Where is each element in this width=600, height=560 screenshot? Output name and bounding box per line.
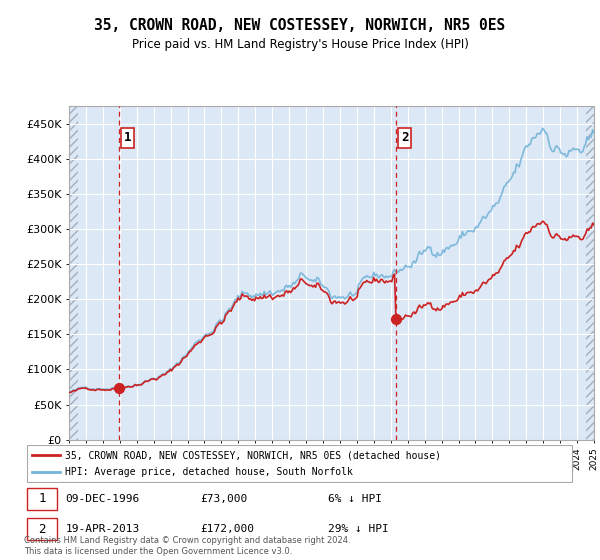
Text: 1: 1: [124, 132, 131, 144]
Text: 35, CROWN ROAD, NEW COSTESSEY, NORWICH, NR5 0ES: 35, CROWN ROAD, NEW COSTESSEY, NORWICH, …: [94, 18, 506, 32]
Text: 2: 2: [38, 522, 46, 535]
Text: 09-DEC-1996: 09-DEC-1996: [65, 494, 140, 504]
Point: [391, 315, 400, 324]
Text: HPI: Average price, detached house, South Norfolk: HPI: Average price, detached house, Sout…: [65, 467, 353, 477]
Text: Price paid vs. HM Land Registry's House Price Index (HPI): Price paid vs. HM Land Registry's House …: [131, 38, 469, 52]
Text: 35, CROWN ROAD, NEW COSTESSEY, NORWICH, NR5 0ES (detached house): 35, CROWN ROAD, NEW COSTESSEY, NORWICH, …: [65, 450, 442, 460]
Text: £73,000: £73,000: [200, 494, 248, 504]
Text: 19-APR-2013: 19-APR-2013: [65, 524, 140, 534]
Text: Contains HM Land Registry data © Crown copyright and database right 2024.
This d: Contains HM Land Registry data © Crown c…: [24, 536, 350, 556]
Text: 29% ↓ HPI: 29% ↓ HPI: [328, 524, 388, 534]
FancyBboxPatch shape: [27, 518, 57, 540]
FancyBboxPatch shape: [27, 488, 57, 510]
Text: £172,000: £172,000: [200, 524, 254, 534]
Bar: [69, 89, 79, 440]
Point: [114, 384, 124, 393]
Text: 2: 2: [401, 132, 408, 144]
Bar: [586, 89, 600, 440]
FancyBboxPatch shape: [27, 445, 572, 482]
Text: 1: 1: [38, 492, 46, 505]
Text: 6% ↓ HPI: 6% ↓ HPI: [328, 494, 382, 504]
